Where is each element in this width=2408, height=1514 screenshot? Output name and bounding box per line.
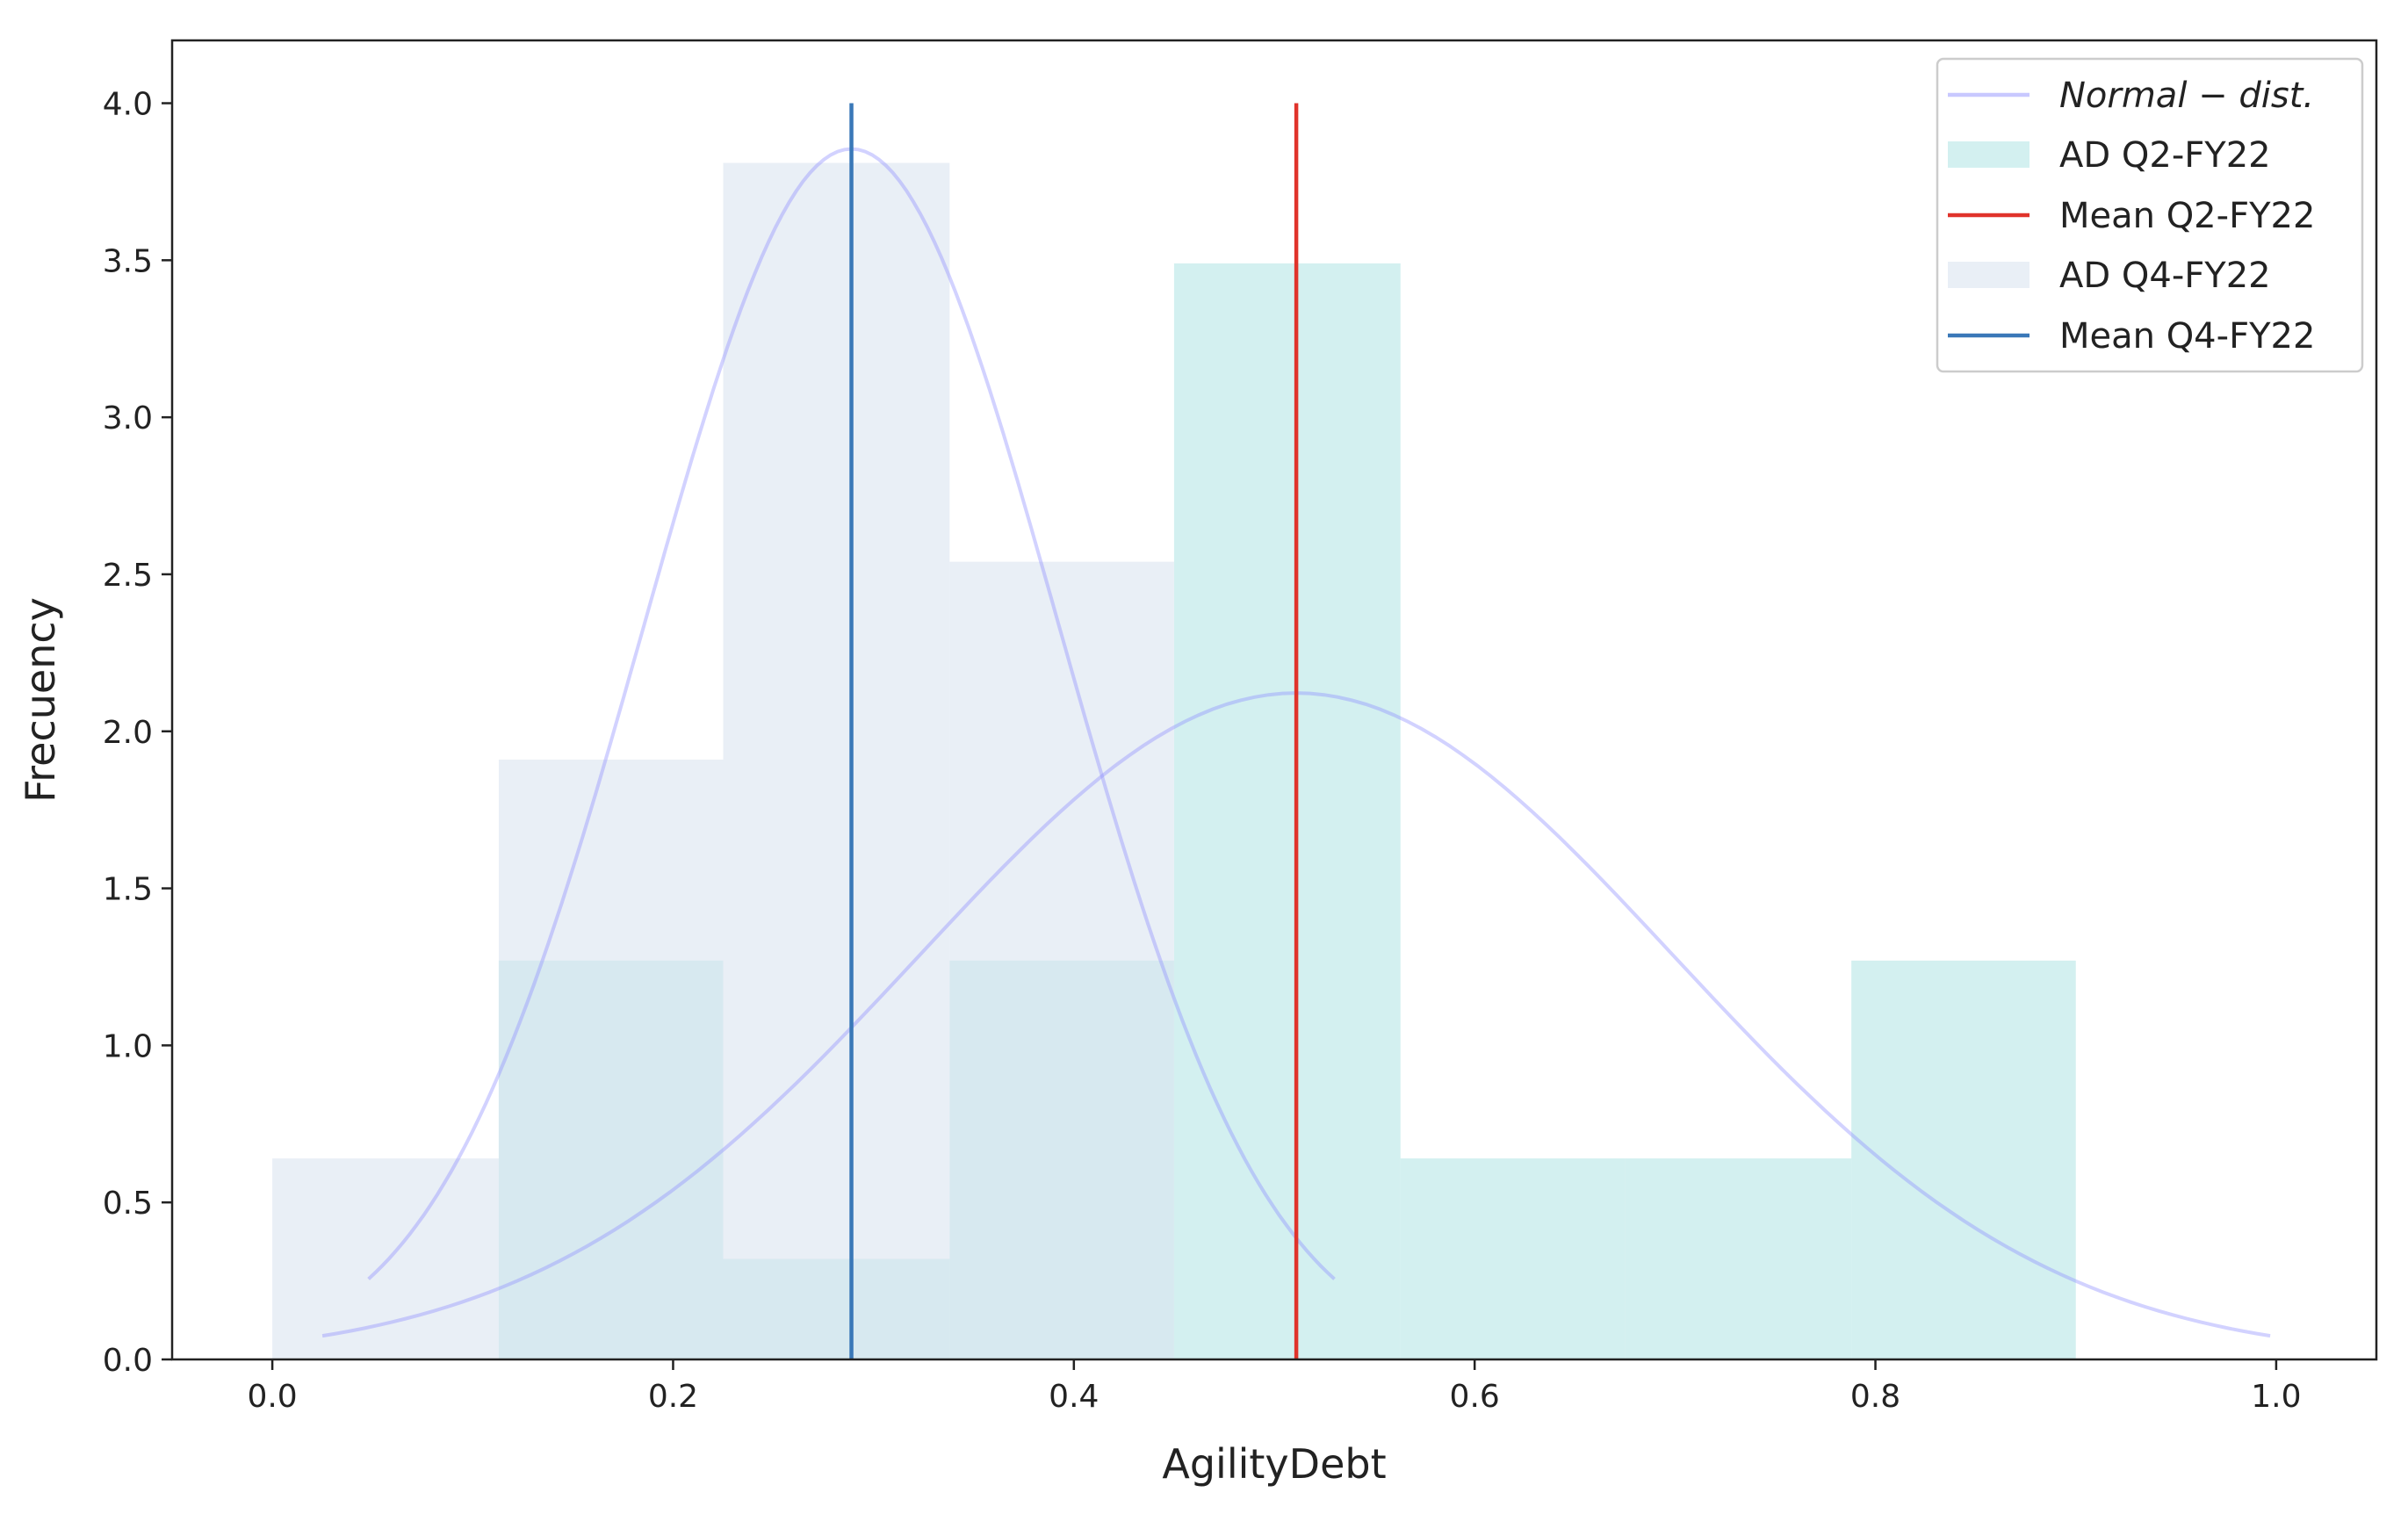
legend-label-ad-q2-fy22: AD Q2-FY22 (2059, 135, 2271, 176)
y-tick-label: 4.0 (103, 87, 153, 123)
y-tick-label: 3.0 (103, 400, 153, 436)
legend-swatch-ad-q4-fy22 (1948, 262, 2029, 288)
x-tick-label: 1.0 (2251, 1379, 2301, 1415)
legend-label-mean-q2-fy22: Mean Q2-FY22 (2059, 196, 2315, 236)
bar-ad-q2-fy22-7 (1851, 960, 2076, 1359)
bar-ad-q2-fy22-5 (1400, 1158, 1626, 1359)
x-tick-label: 0.4 (1049, 1379, 1099, 1415)
y-tick-label: 0.5 (103, 1186, 153, 1222)
bar-ad-q4-fy22-1 (272, 1158, 499, 1359)
y-tick-label: 1.5 (103, 872, 153, 908)
x-tick-label: 0.2 (648, 1379, 698, 1415)
x-tick-label: 0.0 (247, 1379, 297, 1415)
x-tick-label: 0.6 (1450, 1379, 1500, 1415)
y-tick-label: 2.0 (103, 715, 153, 751)
y-axis: 0.0 0.5 1.0 1.5 2.0 2.5 3.0 3.5 4.0 (103, 87, 172, 1379)
legend-label-normal-dist: Normal − dist. (2059, 76, 2314, 116)
axes-frame (170, 39, 2378, 1361)
plot-area (272, 103, 2271, 1359)
x-tick-label: 0.8 (1850, 1379, 1900, 1415)
bar-ad-q2-fy22-6 (1625, 1158, 1852, 1359)
bar-ad-q4-fy22-4 (949, 561, 1174, 1359)
legend-label-ad-q4-fy22: AD Q4-FY22 (2059, 256, 2271, 296)
y-tick-label: 1.0 (103, 1028, 153, 1064)
y-tick-label: 0.0 (103, 1343, 153, 1379)
legend-box (1936, 57, 2364, 373)
bar-ad-q4-fy22-2 (498, 759, 724, 1359)
legend-swatch-ad-q2-fy22 (1948, 141, 2029, 168)
legend-label-mean-q4-fy22: Mean Q4-FY22 (2059, 316, 2315, 357)
y-tick-label: 2.5 (103, 558, 153, 594)
bar-ad-q2-fy22-4 (1173, 263, 1401, 1359)
y-axis-title: Frecuency (17, 597, 64, 803)
x-axis-title: AgilityDebt (1162, 1440, 1386, 1488)
x-axis: 0.0 0.2 0.4 0.6 0.8 1.0 (247, 1359, 2302, 1415)
legend: Normal − dist. AD Q2-FY22 Mean Q2-FY22 A… (1936, 57, 2364, 373)
bar-ad-q4-fy22-3 (723, 162, 950, 1359)
y-tick-label: 3.5 (103, 243, 153, 279)
